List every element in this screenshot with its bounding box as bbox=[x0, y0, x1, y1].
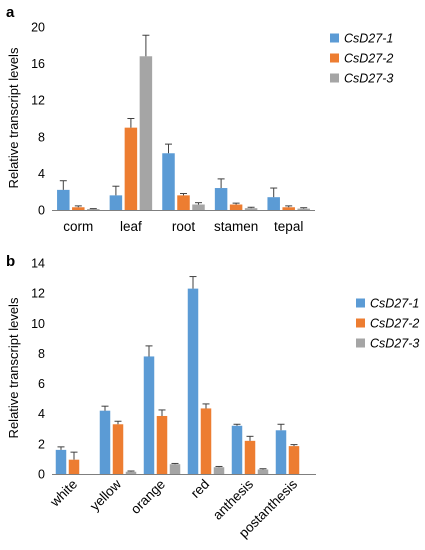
bar-a-csd27-1-stamen bbox=[214, 188, 228, 210]
bar-b-csd27-2-anthesis bbox=[244, 440, 256, 474]
bar-a-csd27-2-root bbox=[177, 195, 190, 210]
panel-letter-a: a bbox=[6, 4, 15, 21]
bar-a-csd27-1-tepal bbox=[267, 197, 280, 210]
bar-b-csd27-1-orange bbox=[143, 356, 155, 474]
y-axis-label-a: Relative transcript levels bbox=[6, 47, 21, 188]
y-ticks-a: 0 4 8 12 16 20 bbox=[31, 21, 45, 218]
x-category-label: leaf bbox=[120, 219, 142, 234]
legend-label: CsD27-2 bbox=[344, 52, 393, 66]
x-category-label: orange bbox=[128, 477, 168, 517]
y-tick-label: 16 bbox=[31, 57, 45, 71]
bar-b-csd27-2-yellow bbox=[112, 424, 124, 474]
bar-b-csd27-3-anthesis bbox=[257, 469, 269, 474]
bars-a bbox=[57, 56, 310, 210]
y-tick-label: 20 bbox=[31, 21, 45, 35]
legend-label: CsD27-3 bbox=[370, 337, 419, 351]
legend-swatch bbox=[330, 53, 339, 63]
error-bars-b bbox=[57, 276, 298, 472]
x-category-label: corm bbox=[63, 219, 93, 234]
y-tick-label: 12 bbox=[31, 94, 45, 108]
legend-b: CsD27-1 CsD27-2 CsD27-3 bbox=[356, 297, 419, 351]
legend-swatch bbox=[356, 318, 365, 328]
y-axis-label-b: Relative transcript levels bbox=[6, 297, 21, 438]
bar-b-csd27-1-postanthesis bbox=[275, 430, 287, 474]
x-category-label: red bbox=[188, 477, 212, 501]
bar-a-csd27-2-leaf bbox=[124, 127, 138, 210]
legend-label: CsD27-3 bbox=[344, 72, 393, 86]
x-labels-a: corm leaf root stamen tepal bbox=[63, 219, 303, 234]
bar-a-csd27-1-root bbox=[162, 153, 175, 210]
x-category-label: tepal bbox=[274, 219, 303, 234]
bar-b-csd27-3-yellow bbox=[125, 471, 137, 474]
x-category-label: stamen bbox=[214, 219, 258, 234]
y-tick-label: 8 bbox=[38, 347, 45, 361]
y-tick-label: 4 bbox=[38, 407, 45, 421]
bar-a-csd27-2-corm bbox=[72, 207, 85, 210]
legend-swatch bbox=[356, 298, 365, 308]
bar-a-csd27-3-tepal bbox=[297, 208, 310, 210]
y-tick-label: 0 bbox=[38, 204, 45, 218]
y-tick-label: 6 bbox=[38, 377, 45, 391]
y-tick-label: 14 bbox=[31, 257, 45, 271]
bar-b-csd27-1-red bbox=[187, 288, 199, 474]
legend-swatch bbox=[330, 73, 339, 83]
y-tick-label: 8 bbox=[38, 130, 45, 144]
bar-a-csd27-3-leaf bbox=[139, 56, 153, 210]
bar-b-csd27-2-white bbox=[68, 459, 80, 474]
bars-b bbox=[55, 288, 300, 474]
bar-a-csd27-3-root bbox=[192, 204, 205, 210]
error-bars-a bbox=[59, 34, 308, 210]
panel-a: a Relative transcript levels 0 4 8 12 16 20 c… bbox=[6, 4, 393, 234]
bar-b-csd27-2-red bbox=[200, 408, 212, 474]
bar-b-csd27-3-orange bbox=[169, 464, 181, 474]
y-ticks-b: 0 2 4 6 8 10 12 14 bbox=[31, 257, 45, 482]
bar-a-csd27-2-tepal bbox=[282, 207, 295, 210]
bar-b-csd27-1-anthesis bbox=[231, 425, 243, 474]
y-tick-label: 0 bbox=[38, 468, 45, 482]
bar-b-csd27-1-yellow bbox=[99, 410, 111, 474]
y-tick-label: 4 bbox=[38, 167, 45, 181]
x-category-label: root bbox=[172, 219, 196, 234]
legend-label: CsD27-2 bbox=[370, 317, 419, 331]
bar-a-csd27-3-stamen bbox=[244, 208, 258, 210]
bar-b-csd27-1-white bbox=[55, 449, 67, 474]
bar-a-csd27-2-stamen bbox=[229, 204, 243, 210]
x-category-label: white bbox=[47, 477, 81, 511]
legend-swatch bbox=[330, 33, 339, 43]
panel-letter-b: b bbox=[6, 253, 15, 270]
legend-label: CsD27-1 bbox=[370, 297, 419, 311]
y-tick-label: 10 bbox=[31, 317, 45, 331]
x-category-label: yellow bbox=[87, 476, 124, 513]
y-tick-label: 2 bbox=[38, 437, 45, 451]
legend-label: CsD27-1 bbox=[344, 32, 393, 46]
legend-swatch bbox=[356, 338, 365, 348]
y-tick-label: 12 bbox=[31, 287, 45, 301]
bar-a-csd27-1-corm bbox=[57, 189, 70, 210]
panel-b: b Relative transcript levels 0 2 4 6 8 10 12 14… bbox=[6, 253, 419, 541]
bar-b-csd27-3-red bbox=[213, 467, 225, 474]
bar-b-csd27-2-postanthesis bbox=[288, 446, 300, 474]
bar-b-csd27-2-orange bbox=[156, 415, 168, 474]
legend-a: CsD27-1 CsD27-2 CsD27-3 bbox=[330, 32, 393, 86]
bar-a-csd27-1-leaf bbox=[109, 195, 123, 210]
bar-a-csd27-3-corm bbox=[87, 209, 100, 210]
